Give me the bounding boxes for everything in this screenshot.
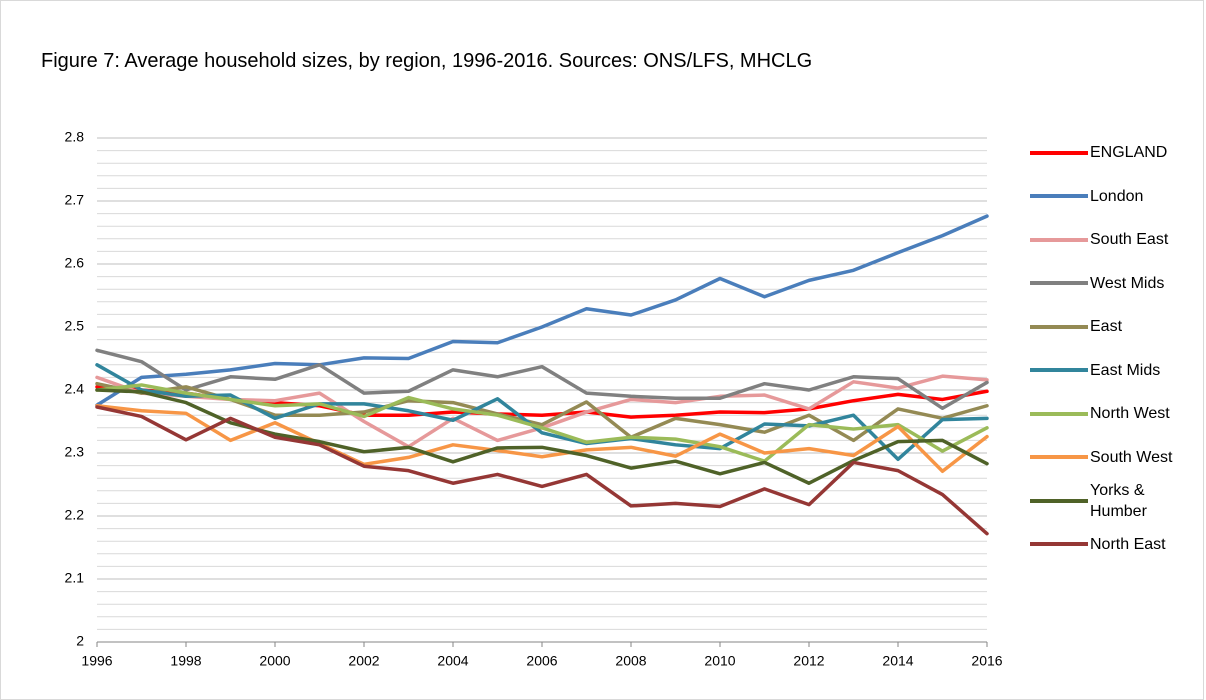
x-tick-label: 2006 (526, 653, 557, 669)
y-tick-label: 2.8 (65, 129, 85, 145)
series-line (95, 388, 989, 485)
y-tick-label: 2.2 (65, 507, 85, 523)
x-tick-label: 2000 (259, 653, 290, 669)
legend-item: South East (1030, 218, 1182, 262)
legend-label: South West (1090, 448, 1173, 466)
series-line (95, 348, 989, 411)
y-tick-label: 2.5 (65, 318, 85, 334)
legend-item: East (1030, 305, 1182, 349)
series-line (95, 385, 989, 419)
legend-label: Yorks & Humber (1090, 481, 1147, 520)
legend-item: South West (1030, 436, 1182, 480)
legend-item: North West (1030, 392, 1182, 436)
x-tick-label: 1998 (170, 653, 201, 669)
legend-label: West Mids (1090, 274, 1165, 292)
legend-swatch (1030, 368, 1088, 373)
x-tick-label: 2010 (704, 653, 735, 669)
series-line (95, 214, 989, 407)
x-tick-label: 2016 (971, 653, 1002, 669)
legend-item: Yorks & Humber (1030, 479, 1182, 523)
legend-label: East (1090, 318, 1123, 336)
legend-swatch (1030, 498, 1088, 503)
legend-swatch (1030, 150, 1088, 155)
x-tick-label: 2008 (615, 653, 646, 669)
series-line (95, 404, 989, 474)
legend: ENGLAND London South East West Mids East East… (1030, 131, 1182, 566)
series-line (95, 363, 989, 462)
series-line (95, 405, 989, 536)
y-tick-label: 2.1 (65, 570, 85, 586)
legend-item: ENGLAND (1030, 131, 1182, 175)
legend-swatch (1030, 411, 1088, 416)
legend-label: ENGLAND (1090, 144, 1168, 162)
legend-label: South East (1090, 231, 1169, 249)
x-tick-label: 2002 (348, 653, 379, 669)
legend-label: North East (1090, 535, 1166, 553)
legend-swatch (1030, 237, 1088, 242)
y-tick-label: 2.3 (65, 444, 85, 460)
x-tick-label: 2014 (882, 653, 913, 669)
x-tick-label: 2004 (437, 653, 468, 669)
legend-swatch (1030, 194, 1088, 199)
legend-swatch (1030, 281, 1088, 286)
series-line (95, 374, 989, 449)
legend-swatch (1030, 455, 1088, 460)
legend-label: London (1090, 187, 1144, 205)
legend-item: East Mids (1030, 349, 1182, 393)
x-tick-label: 1996 (81, 653, 112, 669)
y-tick-label: 2.4 (65, 381, 85, 397)
legend-label: North West (1090, 405, 1170, 423)
legend-item: West Mids (1030, 262, 1182, 306)
legend-item: North East (1030, 523, 1182, 567)
legend-swatch (1030, 542, 1088, 547)
y-tick-label: 2.7 (65, 192, 85, 208)
chart-title: Figure 7: Average household sizes, by re… (41, 50, 813, 72)
legend-swatch (1030, 324, 1088, 329)
legend-item: London (1030, 175, 1182, 219)
x-tick-label: 2012 (793, 653, 824, 669)
y-tick-label: 2.6 (65, 255, 85, 271)
y-tick-label: 2 (76, 633, 84, 649)
legend-label: East Mids (1090, 361, 1161, 379)
series-line (95, 383, 989, 463)
